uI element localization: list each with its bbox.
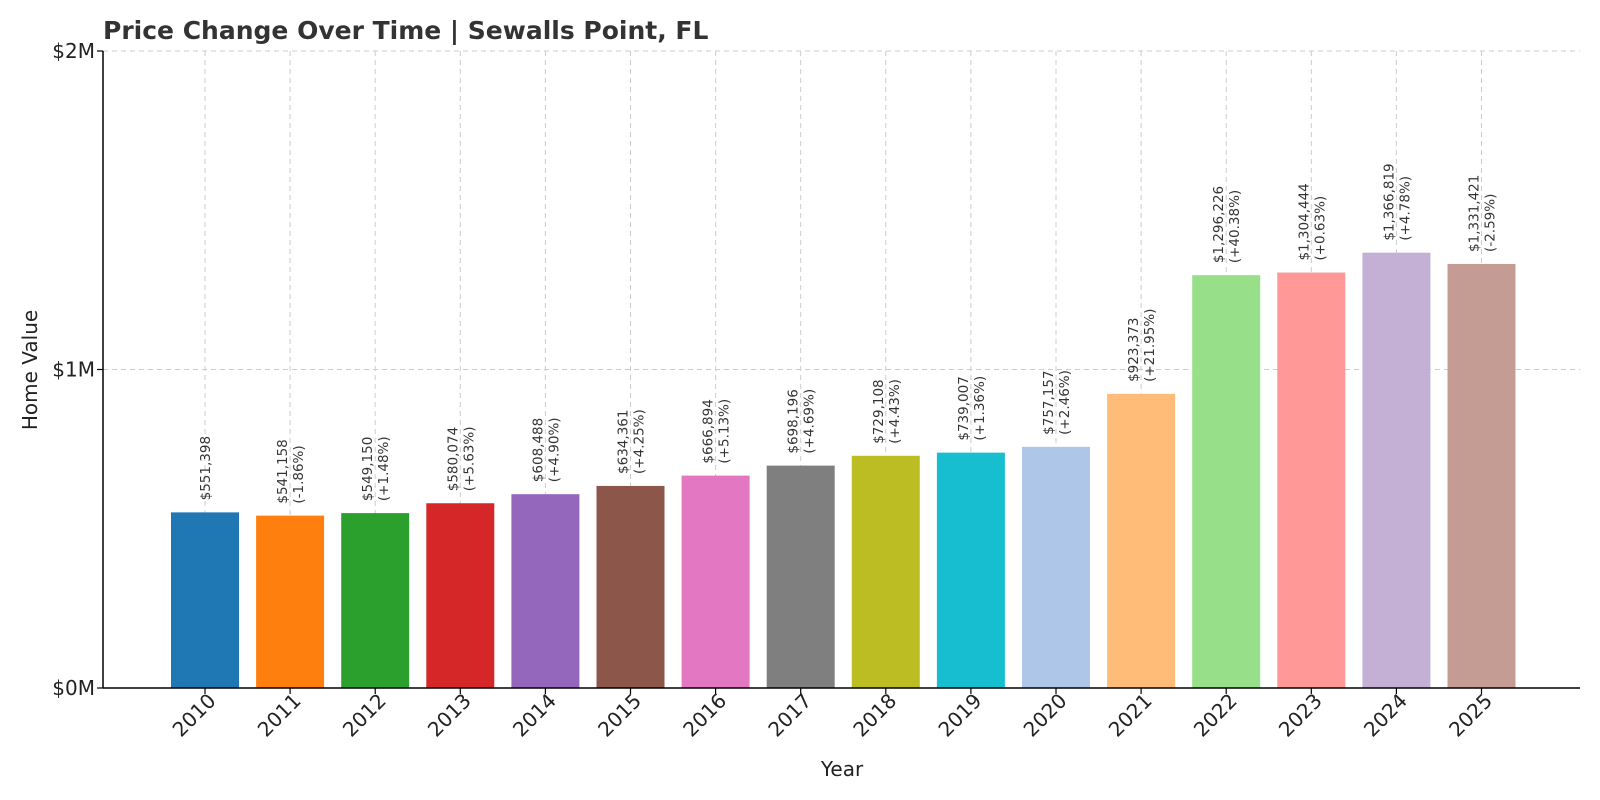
bar-value-label: $698,196 bbox=[786, 389, 802, 453]
y-ticks: $0M $1M $2M bbox=[52, 39, 103, 700]
bar-change-label: (+5.63%) bbox=[461, 427, 477, 492]
bar-label-2015: $634,361 (+4.25%) bbox=[616, 409, 648, 474]
bar-label-2017: $698,196 (+4.69%) bbox=[786, 389, 818, 454]
bar-label-2024: $1,366,819 (+4.78%) bbox=[1381, 163, 1413, 240]
x-tick-label: 2020 bbox=[1019, 689, 1072, 742]
x-tick-label: 2023 bbox=[1274, 689, 1327, 742]
bar-2021 bbox=[1107, 393, 1176, 688]
bar-change-label: (+1.36%) bbox=[972, 376, 988, 441]
bar-label-2021: $923,373 (+21.95%) bbox=[1126, 309, 1158, 382]
bar-value-label: $551,398 bbox=[198, 436, 214, 500]
bar-change-label: (-1.86%) bbox=[291, 445, 307, 503]
bar-change-label: (+4.78%) bbox=[1397, 176, 1413, 241]
x-tick-label: 2014 bbox=[508, 689, 561, 742]
bar-change-label: (+40.38%) bbox=[1227, 190, 1243, 263]
bar-value-label: $757,157 bbox=[1041, 370, 1057, 434]
bar-label-2016: $666,894 (+5.13%) bbox=[701, 399, 733, 464]
y-tick-label: $2M bbox=[52, 39, 95, 63]
chart-title: Price Change Over Time | Sewalls Point, … bbox=[103, 16, 709, 45]
bar-2023 bbox=[1277, 272, 1346, 688]
x-tick-label: 2015 bbox=[593, 689, 646, 742]
bar-value-label: $1,366,819 bbox=[1381, 163, 1397, 240]
bars-layer bbox=[171, 252, 1516, 688]
bar-value-label: $580,074 bbox=[445, 427, 461, 491]
bar-value-label: $1,304,444 bbox=[1296, 183, 1312, 260]
bar-label-2013: $580,074 (+5.63%) bbox=[445, 427, 477, 492]
bar-2011 bbox=[256, 515, 325, 688]
bar-label-2023: $1,304,444 (+0.63%) bbox=[1296, 183, 1328, 260]
bar-value-label: $729,108 bbox=[871, 379, 887, 443]
bar-label-2012: $549,150 (+1.48%) bbox=[360, 436, 392, 501]
bar-2014 bbox=[511, 494, 580, 688]
y-tick-label: $1M bbox=[52, 358, 95, 382]
bar-label-2014: $608,488 (+4.90%) bbox=[530, 417, 562, 482]
x-tick-label: 2010 bbox=[168, 689, 221, 742]
bar-label-2019: $739,007 (+1.36%) bbox=[956, 376, 988, 441]
bar-2013 bbox=[426, 503, 495, 688]
x-tick-label: 2017 bbox=[763, 689, 816, 742]
x-tick-label: 2016 bbox=[678, 689, 731, 742]
bar-change-label: (+2.46%) bbox=[1057, 370, 1073, 435]
x-tick-label: 2012 bbox=[338, 689, 391, 742]
y-axis-label: Home Value bbox=[18, 310, 42, 430]
bar-2022 bbox=[1192, 275, 1261, 688]
x-tick-label: 2011 bbox=[253, 689, 306, 742]
bar-2025 bbox=[1447, 263, 1516, 688]
bar-change-label: (+0.63%) bbox=[1312, 196, 1328, 261]
x-tick-label: 2019 bbox=[933, 689, 986, 742]
grid-layer bbox=[103, 50, 1580, 688]
bar-value-label: $666,894 bbox=[701, 399, 717, 463]
bar-change-label: (+1.48%) bbox=[376, 436, 392, 501]
x-tick-label: 2013 bbox=[423, 689, 476, 742]
bar-label-2010: $551,398 bbox=[198, 436, 214, 500]
x-axis-label: Year bbox=[820, 757, 864, 781]
bar-label-2022: $1,296,226 (+40.38%) bbox=[1211, 186, 1243, 263]
x-tick-label: 2022 bbox=[1189, 689, 1242, 742]
bar-value-label: $541,158 bbox=[275, 439, 291, 503]
bar-change-label: (+4.90%) bbox=[546, 417, 562, 482]
bar-2016 bbox=[681, 475, 750, 688]
x-tick-label: 2018 bbox=[848, 689, 901, 742]
bar-value-label: $549,150 bbox=[360, 437, 376, 501]
x-ticks: 2010 2011 2012 2013 2014 2015 2016 2017 2018 2019… bbox=[168, 688, 1497, 742]
bar-labels-layer: $551,398 $541,158 (-1.86%) $549,150 (+1.48%)… bbox=[198, 163, 1499, 503]
bar-2015 bbox=[596, 485, 665, 688]
bar-label-2018: $729,108 (+4.43%) bbox=[871, 379, 903, 444]
bar-value-label: $1,331,421 bbox=[1467, 175, 1483, 252]
bar-2024 bbox=[1362, 252, 1431, 688]
bar-2019 bbox=[936, 452, 1005, 688]
bar-label-2011: $541,158 (-1.86%) bbox=[275, 439, 307, 503]
bar-value-label: $739,007 bbox=[956, 376, 972, 440]
x-tick-label: 2024 bbox=[1359, 689, 1412, 742]
bar-2010 bbox=[171, 512, 239, 688]
bar-change-label: (-2.59%) bbox=[1483, 194, 1499, 252]
bar-label-2025: $1,331,421 (-2.59%) bbox=[1467, 175, 1499, 252]
bar-value-label: $923,373 bbox=[1126, 317, 1142, 381]
x-tick-label: 2025 bbox=[1444, 689, 1497, 742]
bar-2012 bbox=[341, 513, 410, 688]
y-tick-label: $0M bbox=[52, 676, 95, 700]
bar-change-label: (+4.43%) bbox=[887, 379, 903, 444]
bar-change-label: (+5.13%) bbox=[717, 399, 733, 464]
bar-change-label: (+21.95%) bbox=[1142, 309, 1158, 382]
bar-value-label: $608,488 bbox=[530, 418, 546, 482]
x-tick-label: 2021 bbox=[1104, 689, 1157, 742]
bar-change-label: (+4.69%) bbox=[802, 389, 818, 454]
bar-change-label: (+4.25%) bbox=[632, 409, 648, 474]
bar-value-label: $634,361 bbox=[616, 410, 632, 474]
bar-2018 bbox=[851, 455, 920, 688]
bar-2020 bbox=[1022, 446, 1090, 688]
bar-2017 bbox=[766, 465, 835, 688]
bar-label-2020: $757,157 (+2.46%) bbox=[1041, 370, 1073, 435]
bar-value-label: $1,296,226 bbox=[1211, 186, 1227, 263]
